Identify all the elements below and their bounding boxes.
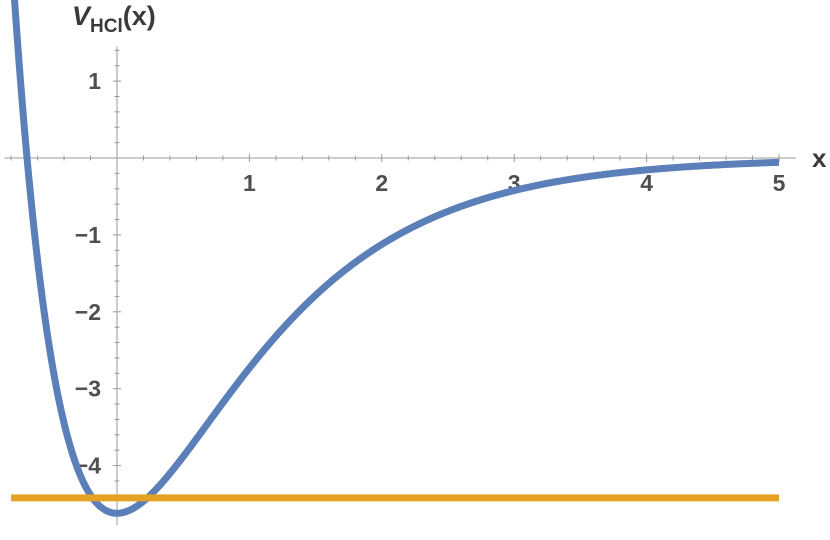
y-tick-label: 1: [88, 68, 101, 94]
potential-curve: [11, 0, 782, 517]
y-axis-title: VHCl(x): [72, 1, 156, 37]
tick-labels: 1 2 3 4 5−4−3−2−11: [75, 68, 786, 479]
x-axis-title: x: [812, 143, 827, 173]
axes: [4, 46, 796, 526]
ticks: [10, 49, 780, 513]
series: [11, 0, 782, 517]
y-tick-label: −1: [75, 222, 101, 248]
y-axis-title-subscript: HCl: [90, 16, 123, 37]
y-tick-label: −3: [75, 376, 101, 402]
x-tick-label: 2: [375, 170, 388, 196]
y-axis-title-main: V: [72, 1, 92, 31]
y-tick-label: −2: [75, 299, 101, 325]
x-tick-label: 5: [773, 170, 786, 196]
y-axis-title-suffix: (x): [123, 1, 156, 31]
x-tick-label: 4: [640, 170, 653, 196]
x-tick-label: 1: [243, 170, 256, 196]
